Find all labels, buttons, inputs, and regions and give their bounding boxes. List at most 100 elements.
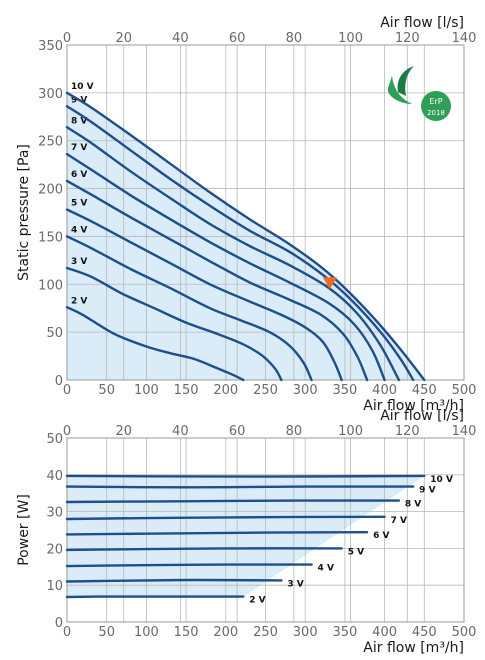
x-tick-label: 200 [213, 383, 238, 398]
x-tick-label: 150 [174, 625, 199, 640]
series-label: 8 V [71, 116, 87, 126]
x-tick-label: 400 [372, 625, 397, 640]
x2-tick-label: 0 [63, 424, 71, 439]
series-curve-5v [65, 208, 343, 382]
series-label: 6 V [71, 170, 87, 180]
plot-frame [66, 44, 465, 381]
x2-tick-label: 120 [395, 424, 420, 439]
y-tick-label: 350 [38, 39, 63, 54]
series-curve-8v [65, 499, 401, 504]
x2-tick-label: 80 [286, 424, 303, 439]
x-tick-label: 0 [63, 383, 71, 398]
series-label: 3 V [287, 579, 303, 589]
y-tick-label: 200 [38, 183, 63, 198]
series-label: 2 V [71, 296, 87, 306]
series-label: 5 V [348, 547, 364, 557]
y-tick-label: 150 [38, 230, 63, 245]
x2-axis-title: Air flow [l/s] [380, 408, 464, 424]
x-tick-label: 400 [372, 383, 397, 398]
series-label: 7 V [71, 143, 87, 153]
y-tick-label: 40 [46, 469, 63, 484]
series-curve-7v [65, 152, 386, 382]
x2-tick-label: 140 [452, 31, 477, 46]
series-curve-10v [65, 474, 426, 478]
x-axis-title: Air flow [m³/h] [363, 398, 464, 414]
x2-tick-label: 40 [172, 31, 189, 46]
y-tick-label: 30 [46, 506, 63, 521]
y-axis-title: Power [W] [16, 494, 32, 566]
series-label: 7 V [391, 516, 407, 526]
x-tick-label: 250 [253, 625, 278, 640]
leaf-icon [397, 66, 414, 96]
x-tick-label: 100 [134, 383, 159, 398]
series-curve-8v [65, 126, 401, 382]
series-label: 9 V [419, 486, 435, 496]
erp-2018-badge: ErP 2018 [387, 66, 451, 121]
x2-tick-label: 100 [338, 424, 363, 439]
envelope-fill [67, 475, 425, 597]
x-tick-label: 50 [98, 625, 115, 640]
series-label: 5 V [71, 199, 87, 209]
x-tick-label: 450 [412, 625, 437, 640]
series-label: 10 V [430, 475, 453, 485]
x2-tick-label: 120 [395, 31, 420, 46]
x-tick-label: 300 [293, 383, 318, 398]
static-pressure-chart: 2 V3 V4 V5 V6 V7 V8 V9 V10 V0 50 100 150 200… [16, 15, 476, 414]
power-chart: 2 V3 V4 V5 V6 V7 V8 V9 V10 V0 50 100 150 200… [16, 408, 476, 656]
series-curve-6v [65, 179, 369, 382]
series-label: 6 V [373, 531, 389, 541]
erp-circle-icon [421, 91, 451, 121]
operating-point-marker [322, 277, 337, 290]
series-label: 4 V [71, 225, 87, 235]
series-curve-7v [65, 515, 386, 521]
series-curve-3v [65, 578, 283, 583]
y-tick-label: 50 [46, 432, 63, 447]
y-tick-label: 250 [38, 135, 63, 150]
x-tick-label: 450 [412, 383, 437, 398]
y-tick-label: 0 [55, 374, 63, 389]
x2-tick-label: 20 [115, 424, 132, 439]
x2-tick-label: 80 [286, 31, 303, 46]
series-curve-3v [65, 266, 283, 382]
x2-tick-label: 60 [229, 424, 246, 439]
x-tick-label: 100 [134, 625, 159, 640]
y-tick-label: 300 [38, 87, 63, 102]
y-tick-label: 20 [46, 542, 63, 557]
series-label: 10 V [71, 82, 94, 92]
x2-tick-label: 100 [338, 31, 363, 46]
x2-tick-label: 40 [172, 424, 189, 439]
series-label: 2 V [249, 596, 265, 606]
x-tick-label: 0 [63, 625, 71, 640]
y-tick-label: 0 [55, 616, 63, 631]
y-tick-label: 100 [38, 278, 63, 293]
series-curve-9v [65, 105, 415, 382]
series-curve-4v [65, 235, 313, 382]
x-tick-label: 250 [253, 383, 278, 398]
badge-text: ErP [429, 97, 442, 106]
y-tick-label: 50 [46, 326, 63, 341]
y-axis-title: Static pressure [Pa] [16, 144, 32, 281]
x-tick-label: 350 [332, 383, 357, 398]
x-tick-label: 300 [293, 625, 318, 640]
x-tick-label: 50 [98, 383, 115, 398]
series-label: 8 V [405, 500, 421, 510]
series-curve-2v [65, 306, 245, 382]
series-curve-5v [65, 547, 343, 552]
x-tick-label: 350 [332, 625, 357, 640]
x2-tick-label: 0 [63, 31, 71, 46]
series-label: 3 V [71, 257, 87, 267]
y-tick-label: 10 [46, 579, 63, 594]
x2-tick-label: 140 [452, 424, 477, 439]
badge-year: 2018 [427, 109, 445, 117]
series-curve-10v [65, 91, 426, 382]
x-tick-label: 150 [174, 383, 199, 398]
series-curve-6v [65, 531, 369, 536]
x2-tick-label: 60 [229, 31, 246, 46]
x2-axis-title: Air flow [l/s] [380, 15, 464, 31]
series-curve-9v [65, 485, 415, 489]
plot-frame [66, 437, 465, 623]
x-tick-label: 200 [213, 625, 238, 640]
x-tick-label: 500 [452, 625, 477, 640]
